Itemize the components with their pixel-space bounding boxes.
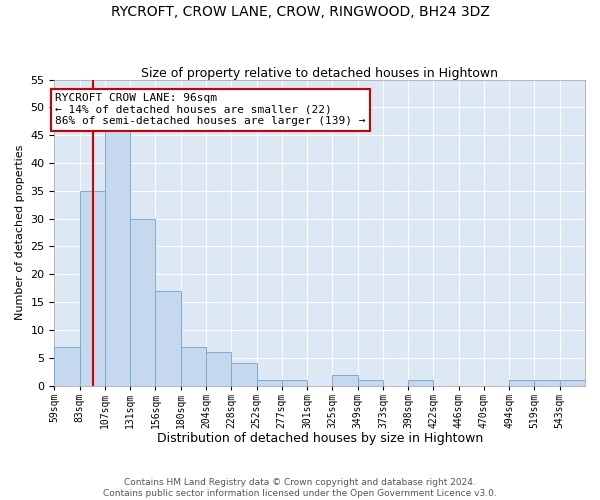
Bar: [358, 380, 383, 386]
Bar: [55, 346, 80, 386]
X-axis label: Distribution of detached houses by size in Hightown: Distribution of detached houses by size …: [157, 432, 483, 445]
Text: RYCROFT CROW LANE: 96sqm
← 14% of detached houses are smaller (22)
86% of semi-d: RYCROFT CROW LANE: 96sqm ← 14% of detach…: [55, 94, 366, 126]
Text: RYCROFT, CROW LANE, CROW, RINGWOOD, BH24 3DZ: RYCROFT, CROW LANE, CROW, RINGWOOD, BH24…: [110, 5, 490, 19]
Bar: [257, 380, 282, 386]
Bar: [560, 380, 585, 386]
Bar: [155, 291, 181, 386]
Bar: [231, 364, 257, 386]
Bar: [80, 191, 105, 386]
Bar: [130, 218, 155, 386]
Bar: [332, 374, 358, 386]
Y-axis label: Number of detached properties: Number of detached properties: [15, 145, 25, 320]
Bar: [282, 380, 307, 386]
Title: Size of property relative to detached houses in Hightown: Size of property relative to detached ho…: [141, 66, 498, 80]
Text: Contains HM Land Registry data © Crown copyright and database right 2024.
Contai: Contains HM Land Registry data © Crown c…: [103, 478, 497, 498]
Bar: [535, 380, 560, 386]
Bar: [105, 130, 130, 386]
Bar: [206, 352, 231, 386]
Bar: [181, 346, 206, 386]
Bar: [509, 380, 535, 386]
Bar: [408, 380, 433, 386]
